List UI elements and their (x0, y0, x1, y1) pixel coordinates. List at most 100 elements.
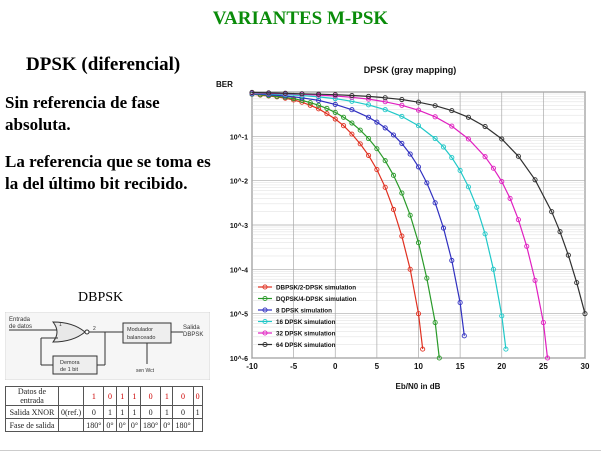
data-point (415, 123, 422, 129)
data-point (365, 93, 372, 99)
chart-legend: DBPSK/2-DPSK simulation DQPSK/4-DPSK simu… (258, 284, 357, 349)
data-point (382, 158, 388, 164)
data-point (432, 136, 438, 142)
data-point (374, 119, 380, 125)
data-point (499, 136, 505, 142)
gate-input-number: 1 (59, 322, 62, 328)
data-point (565, 252, 571, 258)
data-point (316, 91, 322, 97)
x-tick-label: -5 (290, 362, 298, 371)
data-point (332, 109, 338, 115)
data-point (415, 240, 422, 246)
data-point (465, 184, 472, 190)
data-point (549, 209, 555, 215)
data-point (266, 90, 272, 96)
legend-entry: 8 DPSK simulation (276, 308, 332, 315)
dbpsk-label: DBPSK (78, 290, 124, 305)
data-point (415, 107, 422, 113)
data-point (382, 95, 388, 101)
data-point (515, 217, 521, 223)
data-point (357, 141, 363, 147)
data-point (432, 103, 438, 109)
data-point (399, 190, 405, 196)
data-point (482, 231, 488, 237)
data-point (540, 319, 546, 326)
table-cell: 0 (103, 386, 117, 406)
data-point (499, 179, 505, 185)
data-point (449, 123, 455, 129)
chart-ticks: -10 -5 0 5 10 15 20 25 30 10^-1 10^-2 10^-3 10^-4 10^… (230, 133, 590, 371)
slide-title: VARIANTES M-PSK (212, 8, 389, 29)
data-point (316, 106, 322, 112)
data-point (420, 346, 426, 352)
table-cell: 1 (127, 405, 142, 419)
slide-subtitle: DPSK (diferencial) (26, 54, 181, 75)
legend-marker (262, 295, 268, 302)
x-tick-label: 15 (456, 362, 465, 371)
data-point (332, 116, 338, 122)
diagram-output-label-1: Salida (183, 325, 200, 331)
data-point (449, 155, 455, 161)
diagram-input-label-1: Entrada (9, 317, 31, 323)
legend-entry: DBPSK/2-DPSK simulation (276, 285, 356, 292)
table-cell: Salida XNOR (5, 405, 59, 419)
data-point (299, 91, 305, 97)
table-cell: 180° (172, 418, 194, 432)
data-point (407, 212, 413, 218)
table-cell: Datos de entrada (5, 386, 59, 406)
series-line (251, 92, 507, 350)
table-cell (57, 386, 85, 406)
carrier-label: sen Wct (136, 368, 155, 374)
paragraph-no-reference: Sin referencia de fase absoluta. (5, 93, 160, 134)
data-point (449, 257, 455, 264)
data-point (390, 132, 397, 138)
data-point (374, 167, 380, 173)
data-point (365, 102, 372, 108)
data-point (482, 154, 488, 160)
data-point (357, 127, 363, 133)
data-point (440, 225, 447, 231)
table-cell: 1 (160, 386, 174, 406)
data-point (307, 100, 313, 106)
data-point (474, 204, 480, 210)
data-point (582, 311, 588, 317)
data-point (532, 277, 538, 283)
y-tick-label: 10^-5 (230, 311, 248, 319)
slide-bottom-divider (0, 450, 601, 451)
data-point (432, 319, 438, 326)
data-point (407, 266, 413, 272)
modulator-label-1: Modulador (127, 327, 153, 333)
legend-marker (262, 284, 268, 290)
data-point (515, 153, 521, 159)
data-point (365, 152, 372, 158)
data-point (324, 105, 330, 111)
data-point (415, 99, 422, 105)
data-point (432, 114, 438, 120)
series-line (251, 92, 549, 359)
data-point (341, 123, 347, 129)
paragraph-last-bit-reference: La referencia que se toma es la del últi… (5, 152, 211, 193)
ber-chart: DPSK (gray mapping) BER Eb/N0 in dB -10-… (216, 65, 590, 391)
table-cell (192, 418, 203, 432)
data-point (399, 113, 405, 119)
data-point (316, 97, 322, 103)
series-line (251, 91, 586, 314)
data-point (365, 136, 372, 142)
legend-marker (262, 330, 268, 336)
data-point (490, 266, 496, 272)
data-point (503, 346, 509, 352)
table-cell: 0° (103, 418, 117, 432)
table-cell: 0 (172, 405, 194, 419)
x-tick-label: 5 (375, 362, 380, 371)
table-row: Salida XNOR 0(ref.) 0 1 1 1 0 1 0 1 (5, 405, 203, 419)
table-cell: 1 (115, 386, 129, 406)
legend-entry: 16 DPSK simulation (276, 319, 336, 326)
data-point (461, 333, 467, 339)
data-point (432, 200, 438, 206)
legend-entry: 32 DPSK simulation (276, 331, 336, 338)
data-point (349, 92, 355, 99)
data-point (349, 131, 355, 137)
legend-marker (262, 318, 268, 325)
legend-marker (262, 307, 268, 313)
data-point (465, 114, 472, 120)
